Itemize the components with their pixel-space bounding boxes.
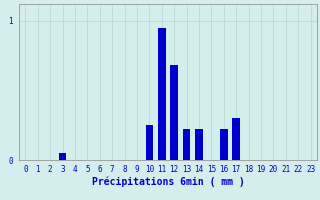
X-axis label: Précipitations 6min ( mm ): Précipitations 6min ( mm ): [92, 177, 244, 187]
Bar: [220, 129, 228, 160]
Bar: [146, 125, 153, 160]
Bar: [158, 28, 165, 160]
Bar: [195, 129, 203, 160]
Bar: [59, 153, 66, 160]
Bar: [183, 129, 190, 160]
Bar: [232, 118, 240, 160]
Bar: [171, 65, 178, 160]
